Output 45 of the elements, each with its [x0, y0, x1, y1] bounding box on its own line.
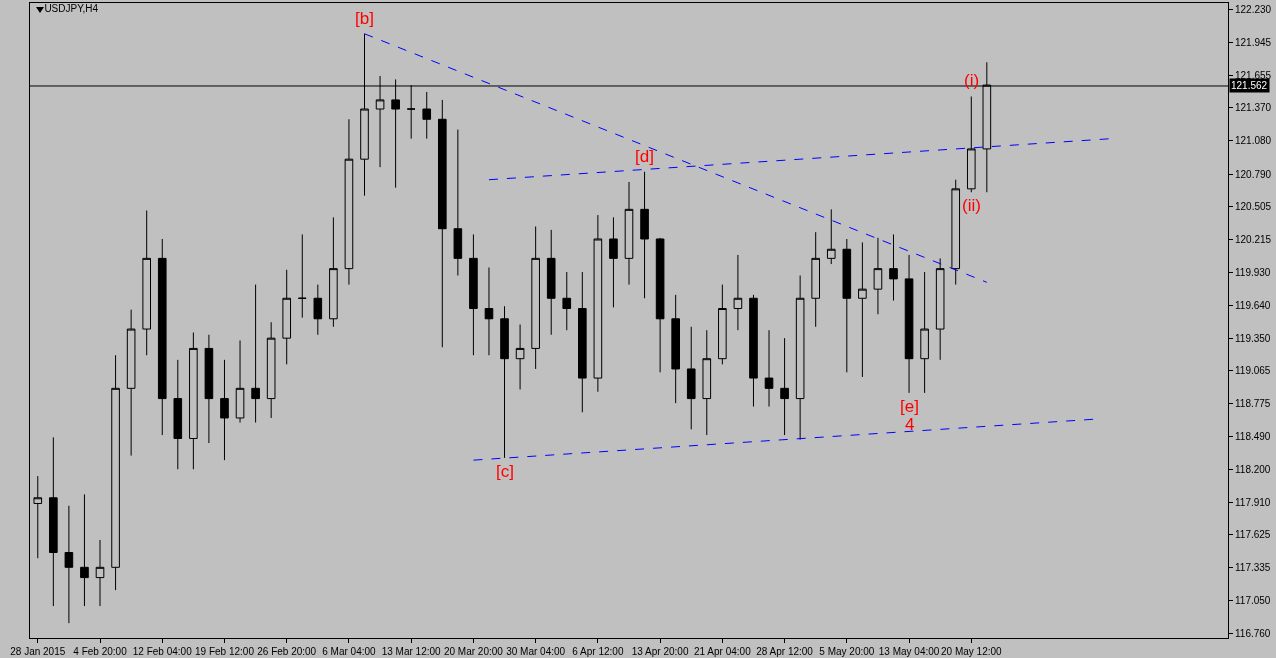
- chart-title: USDJPY,H4: [44, 2, 99, 14]
- annotation: [e]: [900, 397, 919, 416]
- x-tick-label: 20 May 12:00: [940, 646, 1003, 657]
- x-tick-label: 13 May 04:00: [878, 646, 940, 657]
- y-tick-label: 118.775: [1235, 398, 1271, 410]
- y-tick-label: 121.370: [1235, 102, 1272, 114]
- y-tick-label: 119.930: [1235, 266, 1271, 278]
- x-tick-label: 6 Apr 12:00: [572, 646, 624, 657]
- y-tick-label: 119.065: [1235, 365, 1271, 377]
- x-tick-label: 28 Apr 12:00: [756, 646, 814, 657]
- x-tick-label: 28 Jan 2015: [10, 646, 66, 657]
- x-tick-label: 13 Mar 12:00: [381, 646, 442, 657]
- annotation: (i): [964, 71, 980, 90]
- y-tick-label: 119.640: [1235, 299, 1271, 311]
- x-tick-label: 20 Mar 20:00: [443, 646, 504, 657]
- y-tick-label: 116.760: [1235, 627, 1271, 639]
- y-tick-label: 117.910: [1235, 496, 1271, 508]
- annotation: [b]: [355, 9, 374, 28]
- x-tick-label: 5 May 20:00: [819, 646, 875, 657]
- y-tick-label: 117.050: [1235, 594, 1271, 606]
- y-tick-label: 120.790: [1235, 168, 1272, 180]
- y-tick-label: 120.215: [1235, 234, 1272, 246]
- y-tick-label: 121.655: [1235, 69, 1272, 81]
- y-tick-label: 121.080: [1235, 135, 1272, 147]
- y-tick-label: 117.625: [1235, 529, 1271, 541]
- annotation: [c]: [496, 462, 514, 481]
- x-tick-label: 21 Apr 04:00: [693, 646, 752, 657]
- x-tick-label: 19 Feb 12:00: [195, 646, 255, 657]
- x-tick-label: 30 Mar 04:00: [506, 646, 566, 657]
- y-tick-label: 120.505: [1235, 201, 1272, 212]
- y-tick-label: 118.490: [1235, 430, 1271, 442]
- x-tick-label: 13 Apr 20:00: [631, 646, 689, 657]
- x-tick-label: 6 Mar 04:00: [322, 646, 377, 657]
- y-tick-label: 122.230: [1235, 4, 1272, 16]
- y-tick-label: 121.945: [1235, 36, 1272, 48]
- x-tick-label: 12 Feb 04:00: [132, 646, 193, 657]
- annotation: 4: [905, 415, 915, 434]
- annotation: [d]: [635, 147, 654, 166]
- x-tick-label: 4 Feb 20:00: [73, 646, 128, 657]
- annotation: (ii): [962, 196, 981, 215]
- y-tick-label: 119.350: [1235, 332, 1271, 344]
- y-tick-label: 117.335: [1235, 562, 1271, 574]
- ref-line-label: 121.562: [1231, 80, 1268, 91]
- y-tick-label: 118.200: [1235, 463, 1271, 475]
- x-tick-label: 26 Feb 20:00: [257, 646, 317, 657]
